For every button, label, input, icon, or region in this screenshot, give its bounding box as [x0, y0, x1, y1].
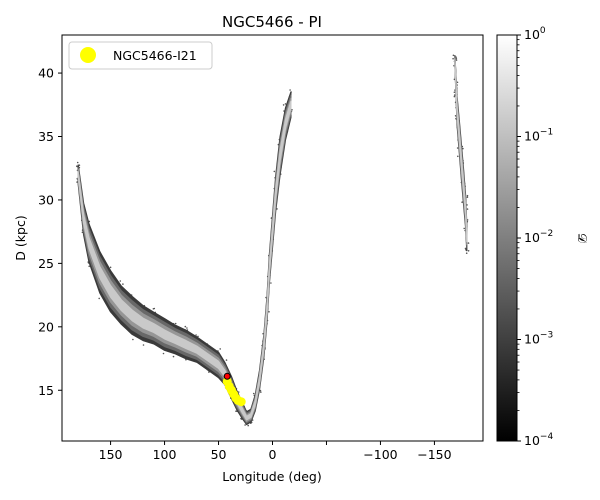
- stream-outlier-point: [142, 344, 145, 346]
- stream-outlier-point: [453, 94, 456, 96]
- stream-outlier-point: [463, 227, 466, 230]
- stream-outlier-point: [252, 392, 255, 395]
- y-tick-label: 25: [38, 256, 54, 271]
- stream-outlier-point: [282, 104, 285, 106]
- stream-outlier-point: [119, 280, 122, 282]
- y-tick-label: 35: [38, 129, 54, 144]
- stream-outlier-point: [289, 89, 291, 91]
- plot-content: [76, 54, 470, 427]
- stream-outlier-point: [465, 252, 468, 254]
- colorbar: [496, 34, 518, 442]
- y-tick-label: 20: [38, 319, 54, 334]
- colorbar-tick-label: 10−4: [524, 432, 553, 448]
- stream-density-layer: [77, 94, 292, 424]
- stream-outlier-point: [455, 57, 458, 59]
- stream-outlier-point: [109, 266, 112, 269]
- stream-outlier-point: [456, 81, 459, 84]
- stream-outlier-point: [456, 147, 459, 149]
- legend-marker: [80, 47, 96, 63]
- stream-outlier-point: [174, 322, 177, 325]
- legend-label: NGC5466-I21: [113, 48, 197, 63]
- stream-outlier-point: [453, 91, 456, 93]
- x-tick-label: 100: [153, 447, 177, 462]
- stream-outlier-point: [132, 338, 134, 341]
- x-tick-label: 50: [211, 447, 227, 462]
- stream-outlier-point: [466, 194, 469, 197]
- stream-outlier-point: [455, 59, 458, 61]
- stream-density-layer: [454, 58, 468, 243]
- colorbar-tick-label: 10−3: [524, 331, 553, 347]
- stream-outlier-point: [225, 359, 228, 361]
- x-tick-label: 0: [269, 447, 277, 462]
- stream-outlier-point: [467, 242, 470, 244]
- stream-outlier-point: [184, 325, 187, 328]
- legend-box: [68, 41, 213, 70]
- stream-density-layer: [77, 97, 292, 423]
- stream-outlier-point: [462, 147, 464, 150]
- colorbar-tick-label: 10−2: [524, 229, 553, 245]
- stream-outlier-point: [466, 196, 469, 198]
- stream-outlier-point: [219, 348, 221, 350]
- legend: NGC5466-I21: [68, 41, 213, 70]
- stream-outlier-point: [244, 424, 246, 426]
- stream-outlier-point: [152, 308, 155, 310]
- stream-band: [452, 54, 470, 254]
- stream-outlier-point: [452, 57, 454, 60]
- stream-outlier-point: [162, 352, 165, 355]
- stream-outlier-point: [76, 161, 79, 164]
- y-tick-label: 15: [38, 383, 54, 398]
- stream-outlier-point: [76, 181, 78, 183]
- stream-outlier-point: [98, 297, 100, 300]
- x-tick-label: −150: [417, 447, 451, 462]
- stream-outlier-point: [452, 54, 455, 57]
- observed-track: [222, 376, 246, 407]
- stream-outlier-point: [284, 103, 287, 105]
- stream-outlier-point: [461, 201, 463, 203]
- cluster-marker: [223, 372, 231, 380]
- x-tick-label: 150: [99, 447, 123, 462]
- stream-outlier-point: [457, 155, 459, 158]
- x-tick-label: −100: [363, 447, 397, 462]
- y-tick-label: 30: [38, 192, 54, 207]
- stream-outlier-point: [237, 391, 240, 393]
- stream-outlier-point: [466, 208, 469, 210]
- stream-outlier-point: [88, 265, 90, 268]
- stream-outlier-point: [186, 327, 188, 329]
- stream-outlier-point: [172, 355, 175, 358]
- stream-outlier-point: [235, 410, 237, 413]
- stream-outlier-point: [240, 417, 242, 420]
- stream-outlier-point: [247, 424, 249, 427]
- stream-outlier-point: [268, 311, 270, 313]
- colorbar-label: 𝒟: [575, 233, 590, 244]
- observed-point: [236, 397, 246, 407]
- chart-title: NGC5466 - PI: [222, 13, 322, 31]
- colorbar-axis: 100 10−1 10−2 10−3 10−4: [517, 26, 553, 448]
- stream-outlier-point: [453, 95, 456, 98]
- stream-outlier-point: [122, 283, 124, 285]
- y-tick-label: 40: [38, 66, 54, 81]
- x-axis-label: Longitude (deg): [222, 469, 321, 484]
- stream-outlier-point: [78, 164, 81, 166]
- stream-density-layer: [77, 100, 292, 421]
- stream-outlier-point: [260, 391, 262, 393]
- colorbar-tick-label: 100: [524, 26, 546, 42]
- x-axis: 150 100 50 0 −100 −150: [99, 441, 452, 462]
- y-axis: 15 20 25 30 35 40: [38, 66, 62, 398]
- stream-outlier-point: [464, 247, 467, 250]
- stream-outlier-point: [76, 165, 78, 167]
- stream-outlier-point: [273, 170, 276, 173]
- stream-outlier-point: [270, 282, 272, 284]
- stream-density-layer: [77, 91, 292, 426]
- stream-outlier-point: [467, 250, 470, 252]
- stream-outlier-point: [259, 389, 262, 392]
- y-axis-label: D (kpc): [13, 215, 28, 260]
- colorbar-tick-label: 10−1: [524, 128, 553, 144]
- stream-outlier-point: [291, 109, 293, 111]
- stream-outlier-point: [453, 78, 456, 81]
- stream-outlier-point: [195, 334, 197, 336]
